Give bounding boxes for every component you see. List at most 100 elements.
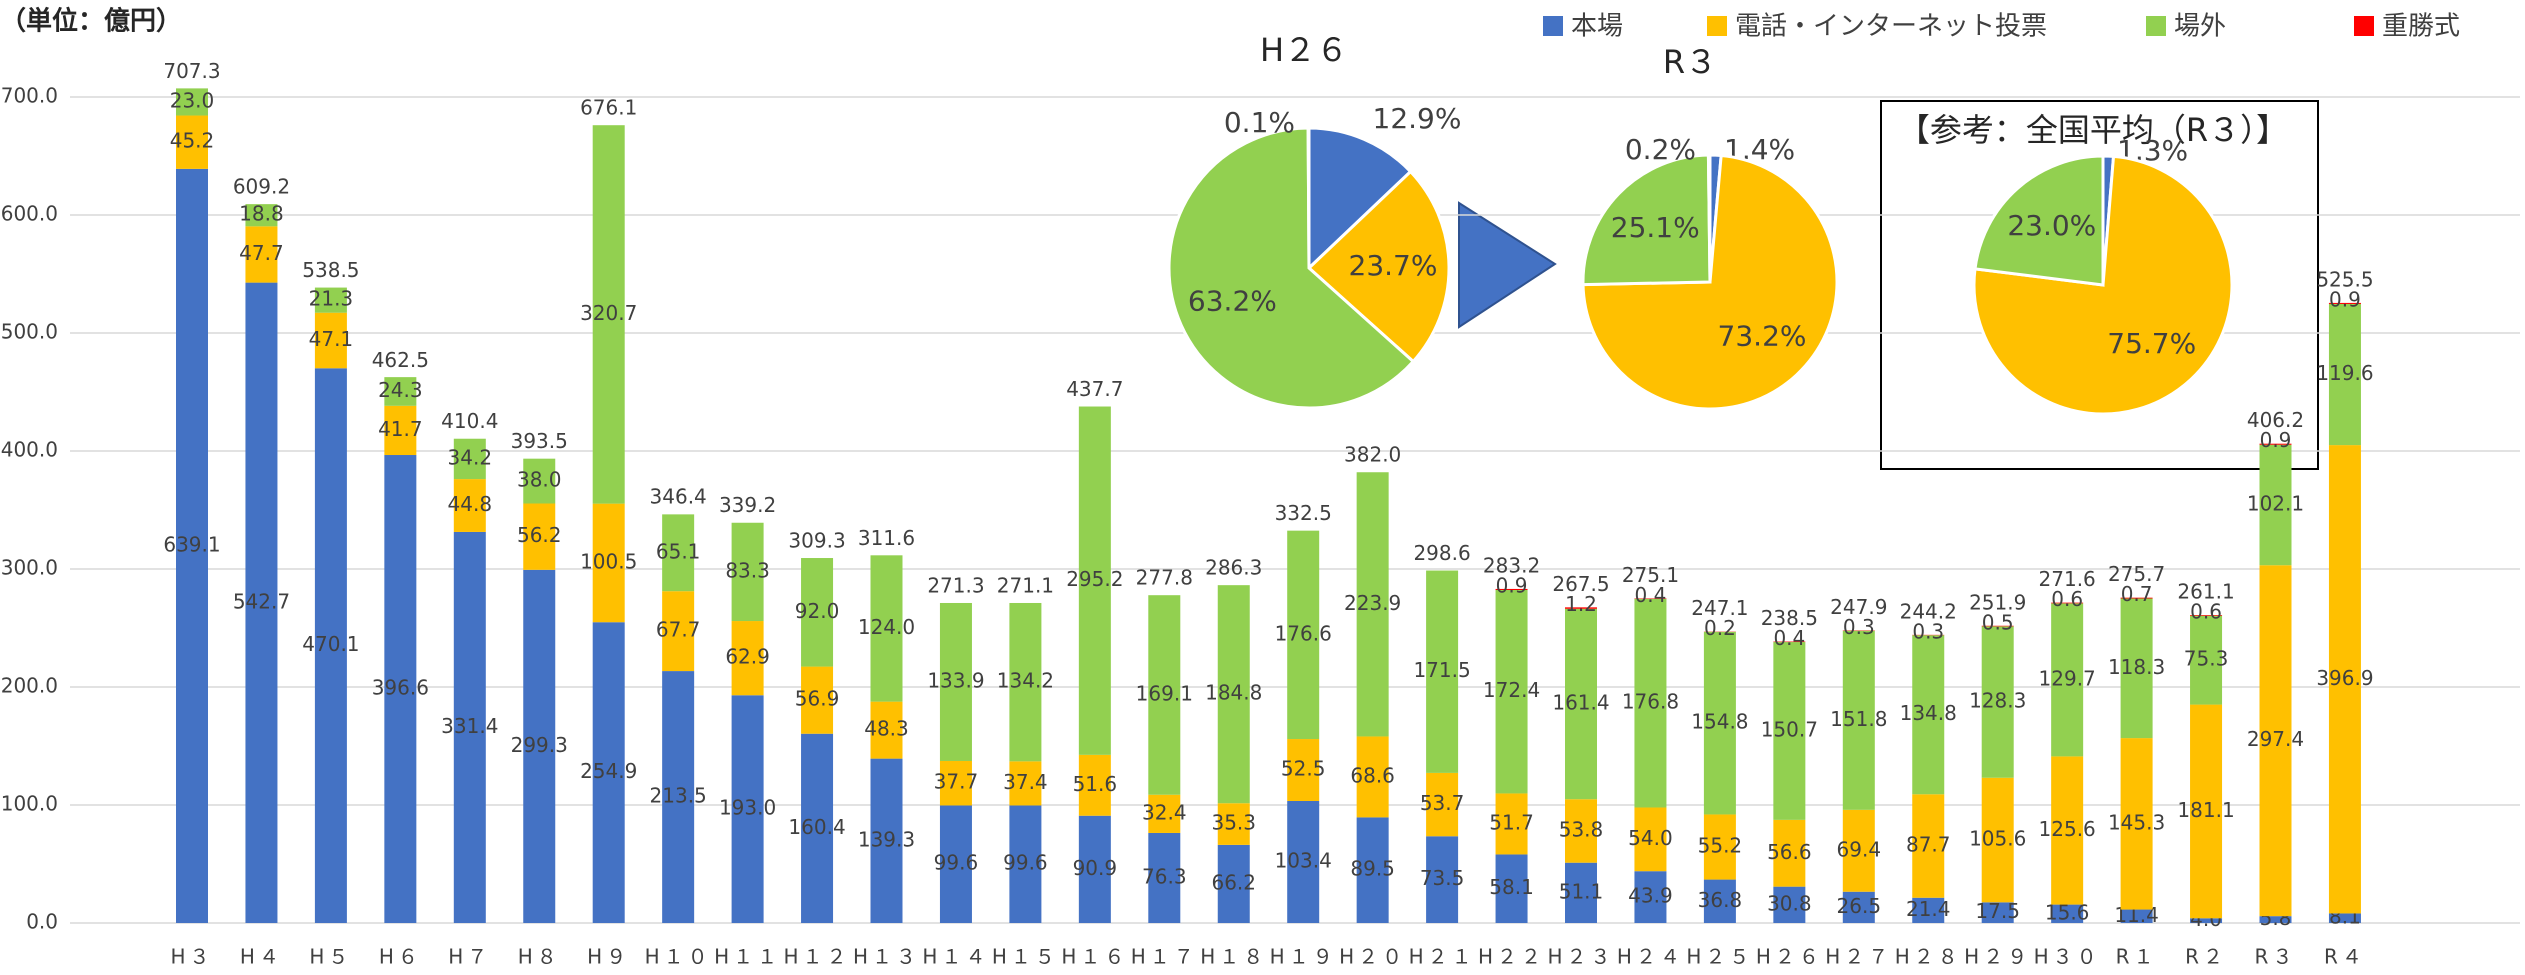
legend-label: 場外 (2174, 12, 2226, 42)
x-tick-label: H３ (170, 945, 213, 969)
data-label: 0.6 (2190, 600, 2222, 624)
data-label: 47.1 (309, 327, 354, 351)
bar-segment (314, 312, 347, 369)
data-label: 92.0 (795, 599, 840, 623)
total-label: 275.1 (1622, 563, 1679, 587)
data-label: 0.3 (1912, 619, 1944, 643)
data-label: 100.5 (580, 549, 637, 573)
data-label: 73.5 (1420, 866, 1465, 890)
data-label: 35.3 (1211, 811, 1256, 835)
total-label: 271.3 (927, 573, 984, 597)
bar-segment (1912, 897, 1945, 923)
data-label: 75.3 (2184, 647, 2229, 671)
pie-title: H２６ (1260, 31, 1348, 69)
total-label: 525.5 (2316, 267, 2373, 291)
bar-segment (523, 569, 556, 923)
bar-segment (592, 622, 625, 923)
x-tick-label: H１８ (1200, 945, 1267, 969)
bar-segment (1426, 570, 1459, 773)
legend-swatch (1707, 16, 1727, 36)
bar-segment (870, 758, 903, 923)
data-label: 1.2 (1565, 592, 1597, 616)
total-label: 309.3 (788, 529, 845, 553)
data-label: 83.3 (725, 558, 770, 582)
data-label: 134.8 (1900, 701, 1957, 725)
data-label: 176.6 (1275, 621, 1332, 645)
data-label: 43.9 (1628, 884, 1673, 908)
data-label: 172.4 (1483, 678, 1540, 702)
data-label: 23.0 (170, 88, 215, 112)
bar-segment (1217, 844, 1250, 923)
x-tick-label: H８ (518, 945, 561, 969)
bar-segment (1565, 608, 1597, 800)
total-label: 538.5 (302, 258, 359, 282)
pie-label: 23.0% (2007, 209, 2096, 242)
x-tick-label: H６ (379, 945, 422, 969)
data-label: 254.9 (580, 759, 637, 783)
bar-segment (1842, 630, 1875, 810)
pie-title: R３ (1663, 43, 1717, 81)
data-label: 160.4 (788, 815, 845, 839)
y-tick-label: 300.0 (1, 556, 58, 580)
bar-segment (2120, 738, 2153, 910)
x-tick-label: H２０ (1339, 945, 1406, 969)
x-tick-label: H１１ (714, 945, 781, 969)
arrow (1458, 201, 1557, 329)
bar-segment (801, 558, 834, 667)
pie-label: 0.1% (1224, 106, 1295, 139)
legend-swatch (2146, 16, 2166, 36)
data-label: 0.5 (1982, 610, 2014, 634)
data-label: 169.1 (1136, 681, 1193, 705)
bar-segment (1565, 799, 1597, 863)
data-label: 45.2 (170, 129, 215, 153)
bar-segment (939, 760, 972, 806)
bar-segment (1842, 891, 1875, 923)
bar-segment (1981, 902, 2014, 923)
x-tick-label: R２ (2185, 945, 2227, 969)
total-label: 286.3 (1205, 556, 1262, 580)
data-label: 66.2 (1211, 870, 1256, 894)
bar-segment (2259, 443, 2292, 445)
total-label: 332.5 (1275, 501, 1332, 525)
x-tick-label: H１６ (1061, 945, 1128, 969)
data-label: 37.7 (934, 770, 979, 794)
pie-label: 73.2% (1718, 320, 1807, 353)
total-label: 339.2 (719, 493, 776, 517)
y-tick-label: 200.0 (1, 674, 58, 698)
legend-swatch (1543, 16, 1563, 36)
data-label: 145.3 (2108, 810, 2165, 834)
pie-slice (1581, 153, 1712, 287)
bar-segment (870, 555, 903, 702)
total-label: 437.7 (1066, 377, 1123, 401)
data-label: 223.9 (1344, 591, 1401, 615)
x-tick-label: H２８ (1895, 945, 1962, 969)
x-tick-label: H２７ (1825, 945, 1892, 969)
bar-segment (1565, 862, 1597, 923)
data-label: 0.9 (2260, 428, 2292, 452)
data-label: 53.7 (1420, 791, 1465, 815)
data-label: 0.9 (1496, 573, 1528, 597)
total-label: 462.5 (372, 348, 429, 372)
data-label: 161.4 (1552, 690, 1609, 714)
total-label: 393.5 (511, 429, 568, 453)
data-label: 58.1 (1489, 875, 1534, 899)
data-label: 297.4 (2247, 727, 2304, 751)
bar-segment (662, 514, 695, 592)
data-label: 67.7 (656, 618, 701, 642)
data-label: 139.3 (858, 827, 915, 851)
bar-segment (453, 438, 486, 480)
bar-segment (1981, 626, 2014, 778)
bar-segment (731, 621, 764, 696)
data-label: 51.1 (1559, 879, 1604, 903)
total-label: 277.8 (1136, 566, 1193, 590)
bar-segment (731, 695, 764, 923)
data-label: 295.2 (1066, 567, 1123, 591)
total-label: 406.2 (2247, 408, 2304, 432)
bar-segment (1495, 588, 1528, 591)
y-tick-label: 700.0 (1, 84, 58, 108)
bar-segment (870, 701, 903, 759)
data-label: 396.6 (372, 676, 429, 700)
total-label: 271.1 (997, 574, 1054, 598)
bar-segment (801, 666, 834, 734)
